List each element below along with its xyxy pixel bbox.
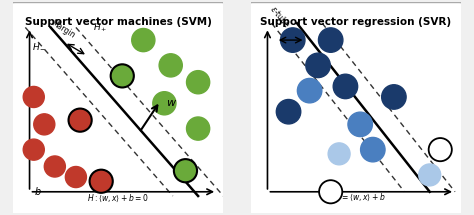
Circle shape: [34, 114, 55, 135]
Circle shape: [319, 180, 342, 203]
Text: b: b: [35, 187, 41, 197]
Text: w: w: [166, 98, 176, 108]
Text: $H_-$: $H_-$: [32, 41, 46, 51]
Text: $H_+$: $H_+$: [93, 21, 107, 34]
Circle shape: [319, 28, 343, 52]
Text: $\epsilon$-tube: $\epsilon$-tube: [268, 3, 292, 29]
Text: $H: \langle w,x\rangle + b = 0$: $H: \langle w,x\rangle + b = 0$: [87, 193, 149, 204]
Circle shape: [306, 53, 330, 78]
Text: $y = \langle w,x\rangle + b$: $y = \langle w,x\rangle + b$: [335, 191, 385, 204]
Circle shape: [153, 92, 176, 115]
Circle shape: [297, 78, 322, 103]
Circle shape: [276, 100, 301, 124]
Circle shape: [419, 164, 441, 186]
Text: Support vector regression (SVR): Support vector regression (SVR): [260, 17, 452, 27]
Circle shape: [159, 54, 182, 77]
Circle shape: [90, 170, 113, 193]
Text: Margin: Margin: [50, 18, 77, 40]
Circle shape: [174, 159, 197, 182]
Circle shape: [186, 71, 210, 94]
Circle shape: [132, 29, 155, 52]
FancyBboxPatch shape: [246, 2, 465, 215]
Circle shape: [328, 143, 350, 165]
Circle shape: [361, 137, 385, 162]
Circle shape: [69, 109, 91, 132]
Circle shape: [428, 138, 452, 161]
Circle shape: [281, 28, 305, 52]
FancyBboxPatch shape: [9, 2, 228, 215]
Circle shape: [333, 74, 358, 99]
Circle shape: [110, 64, 134, 88]
Circle shape: [65, 166, 86, 187]
Circle shape: [348, 112, 373, 137]
Circle shape: [23, 86, 44, 108]
Circle shape: [44, 156, 65, 177]
Circle shape: [382, 85, 406, 109]
Circle shape: [186, 117, 210, 140]
Text: Support vector machines (SVM): Support vector machines (SVM): [25, 17, 211, 27]
Circle shape: [23, 139, 44, 160]
